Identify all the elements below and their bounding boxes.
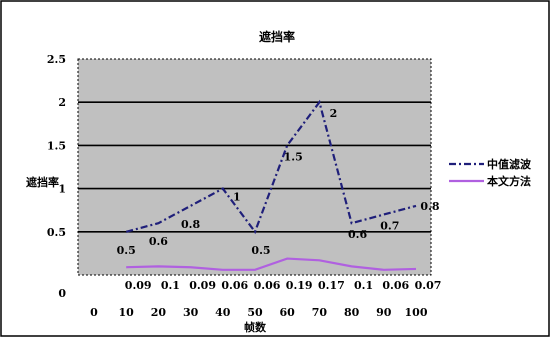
legend-label-2: 本文方法 [487, 174, 531, 188]
legend-label-1: 中值滤波 [487, 157, 532, 171]
y-tick-label: 2.5 [47, 53, 66, 66]
series-line-1 [125, 99, 417, 235]
data-label-series-2: 0.06 [254, 279, 281, 292]
x-axis-ticks: 0 10 20 30 40 50 60 70 80 90 100 [90, 306, 428, 319]
data-label-series-1: 0.5 [117, 244, 136, 257]
data-label-series-1: 0.8 [181, 218, 200, 231]
data-label-series-1: 0.6 [149, 235, 168, 248]
data-label-series-2: 0.1 [354, 279, 373, 292]
data-label-series-2: 0.06 [221, 279, 248, 292]
data-label-series-2: 0.09 [125, 279, 152, 292]
data-label-series-1: 1.5 [284, 150, 303, 163]
chart-title: 遮挡率 [259, 29, 295, 44]
data-label-series-2: 0.09 [189, 279, 216, 292]
series-line-2 [126, 257, 417, 271]
x-axis-title: 帧数 [244, 320, 267, 334]
x-tick-label: 70 [312, 306, 328, 319]
data-label-series-2: 0.19 [286, 279, 313, 292]
data-label-series-1: 1 [233, 191, 241, 204]
x-tick-label: 30 [183, 306, 199, 319]
y-tick-label: 0.5 [47, 226, 66, 239]
data-label-series-2: 0.1 [161, 279, 180, 292]
data-label-series-1: 2 [330, 107, 338, 120]
y-axis-ticks: 0 0.5 1 1.5 2 2.5 [47, 53, 66, 300]
x-tick-label: 90 [376, 306, 392, 319]
data-label-series-1: 0.5 [251, 244, 270, 257]
plot-area [77, 58, 432, 276]
x-tick-label: 20 [151, 306, 167, 319]
x-tick-label: 60 [280, 306, 296, 319]
y-tick-label: 0 [58, 287, 66, 300]
series-layer [125, 99, 417, 271]
x-tick-label: 100 [405, 306, 428, 319]
x-tick-label: 80 [344, 306, 360, 319]
y-axis-title: 遮挡率 [26, 175, 59, 189]
x-tick-label: 10 [119, 306, 135, 319]
y-tick-label: 2 [58, 96, 66, 109]
x-tick-label: 0 [90, 306, 98, 319]
y-tick-label: 1.5 [47, 139, 66, 152]
y-tick-label: 1 [58, 183, 66, 196]
x-tick-label: 50 [247, 306, 263, 319]
data-labels: 0.5 0.6 0.8 1 0.5 1.5 2 0.6 0.7 0.8 0.09 0.1 0.09 0.0… [117, 107, 442, 292]
data-label-series-1: 0.8 [420, 200, 439, 213]
x-tick-label: 40 [215, 306, 231, 319]
data-label-series-1: 0.7 [380, 220, 399, 233]
data-label-series-1: 0.6 [348, 228, 367, 241]
data-label-series-2: 0.17 [318, 279, 345, 292]
data-label-series-2: 0.06 [382, 279, 409, 292]
data-label-series-2: 0.07 [415, 279, 442, 292]
